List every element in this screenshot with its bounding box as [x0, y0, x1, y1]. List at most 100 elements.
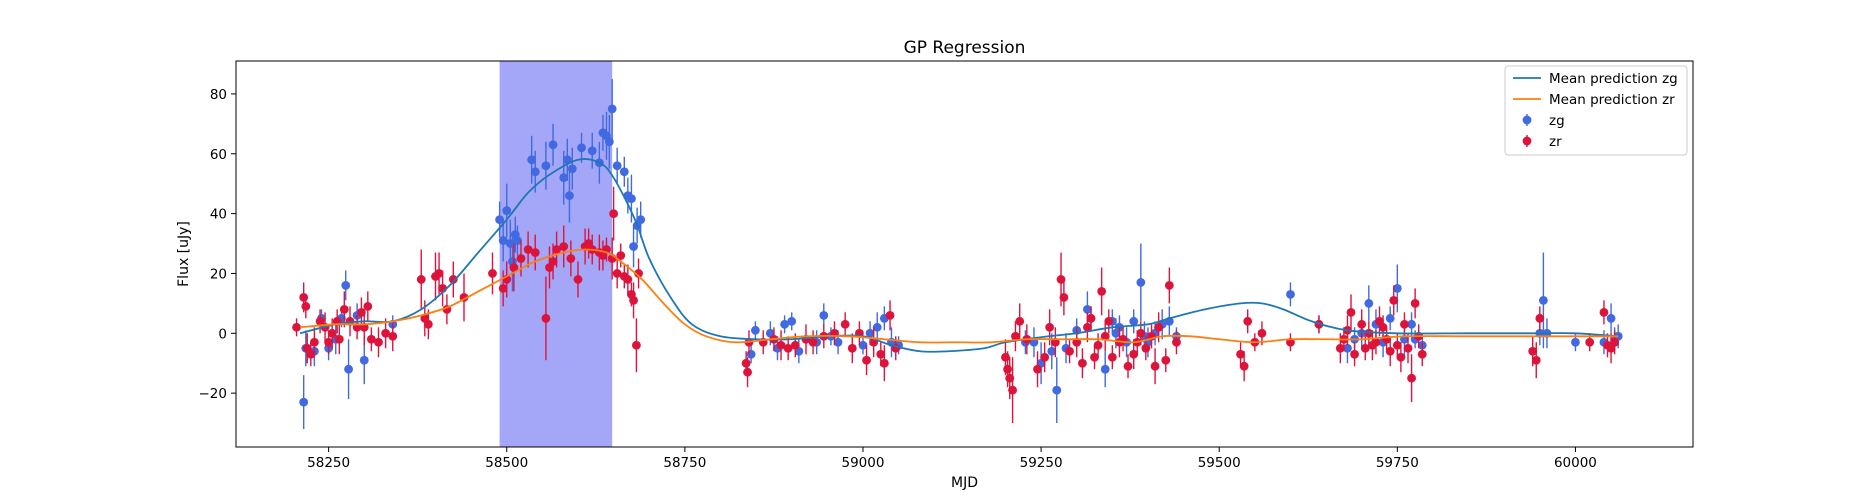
- data-point: [523, 245, 533, 254]
- data-point: [1531, 355, 1541, 365]
- data-point: [565, 191, 574, 201]
- data-point: [1001, 352, 1010, 362]
- data-point: [1065, 346, 1074, 356]
- data-point: [787, 316, 797, 326]
- data-point: [1571, 337, 1580, 347]
- data-point: [366, 334, 376, 344]
- x-tick-label: 59750: [1376, 455, 1419, 471]
- data-point: [309, 337, 319, 347]
- data-point: [634, 269, 643, 278]
- data-point: [604, 137, 614, 147]
- data-point: [607, 104, 617, 114]
- data-point: [1047, 346, 1057, 356]
- data-point: [862, 355, 871, 365]
- data-point: [324, 337, 334, 347]
- data-point: [1286, 289, 1295, 299]
- line-mean-prediction-zr: [300, 248, 1619, 344]
- data-point: [488, 269, 497, 278]
- data-point: [612, 269, 622, 278]
- chart-title: GP Regression: [904, 38, 1026, 58]
- data-point: [388, 331, 398, 341]
- data-point: [1164, 281, 1174, 290]
- data-point: [632, 340, 641, 350]
- x-tick-label: 58500: [485, 455, 528, 471]
- data-point: [306, 349, 316, 359]
- data-point: [1599, 307, 1609, 317]
- data-point: [1257, 328, 1267, 338]
- data-point: [509, 263, 519, 272]
- data-point: [502, 206, 512, 216]
- y-tick-label: 20: [210, 266, 227, 282]
- data-point: [1083, 304, 1092, 314]
- data-point: [374, 337, 383, 347]
- data-point: [530, 248, 540, 257]
- data-point: [1083, 322, 1092, 332]
- data-point: [292, 322, 301, 332]
- data-point: [1150, 361, 1160, 371]
- data-point: [1129, 316, 1139, 326]
- data-point: [1033, 364, 1042, 374]
- data-point: [562, 155, 572, 165]
- data-point: [552, 245, 562, 254]
- y-tick-label: −20: [199, 386, 228, 402]
- x-tick-label: 58250: [307, 455, 350, 471]
- data-point: [1059, 292, 1069, 302]
- data-point: [1104, 316, 1114, 326]
- data-point: [858, 340, 868, 350]
- data-point: [833, 337, 843, 347]
- data-point: [548, 257, 558, 266]
- data-point: [363, 301, 373, 311]
- data-point: [1585, 337, 1595, 347]
- data-point: [1003, 364, 1013, 374]
- data-point: [790, 340, 800, 350]
- data-point: [334, 334, 344, 344]
- data-point: [1086, 313, 1096, 323]
- data-point: [1045, 322, 1055, 332]
- y-tick-label: 0: [218, 326, 227, 342]
- data-point: [548, 140, 558, 150]
- data-point: [783, 343, 793, 353]
- data-point: [573, 275, 583, 284]
- data-point: [780, 319, 790, 329]
- data-point: [1417, 349, 1427, 359]
- data-point: [1078, 358, 1087, 368]
- data-point: [1093, 340, 1103, 350]
- data-point: [1364, 298, 1374, 308]
- data-point: [359, 355, 369, 365]
- data-point: [847, 343, 857, 353]
- x-tick-label: 58750: [663, 455, 706, 471]
- data-point: [1072, 337, 1082, 347]
- line-mean-prediction-zg: [299, 158, 1619, 353]
- data-point: [339, 304, 349, 314]
- x-axis-label: MJD: [951, 475, 978, 491]
- legend-swatch-marker: [1522, 136, 1532, 146]
- legend-label: Mean prediction zr: [1549, 92, 1675, 108]
- data-point: [1129, 349, 1139, 359]
- data-point: [301, 301, 311, 311]
- data-point: [1011, 331, 1020, 341]
- data-point: [530, 167, 540, 177]
- y-tick-label: 60: [210, 147, 227, 163]
- data-point: [299, 397, 309, 407]
- plot-area: [292, 61, 1623, 447]
- data-point: [527, 155, 537, 165]
- legend-swatch-marker: [1522, 115, 1532, 125]
- data-point: [1346, 307, 1356, 317]
- data-point: [1343, 343, 1352, 353]
- data-point: [577, 143, 586, 153]
- data-point: [1172, 337, 1181, 347]
- axes-frame: [235, 60, 1694, 448]
- data-point: [627, 194, 636, 204]
- data-point: [416, 275, 426, 284]
- data-point: [1107, 352, 1117, 362]
- data-point: [513, 236, 522, 245]
- legend-label: zg: [1549, 113, 1565, 129]
- data-point: [885, 310, 895, 320]
- data-point: [1606, 313, 1616, 323]
- data-point: [872, 322, 882, 332]
- data-point: [341, 281, 351, 290]
- data-point: [1535, 313, 1545, 323]
- data-point: [629, 295, 638, 305]
- x-tick-label: 60000: [1554, 455, 1597, 471]
